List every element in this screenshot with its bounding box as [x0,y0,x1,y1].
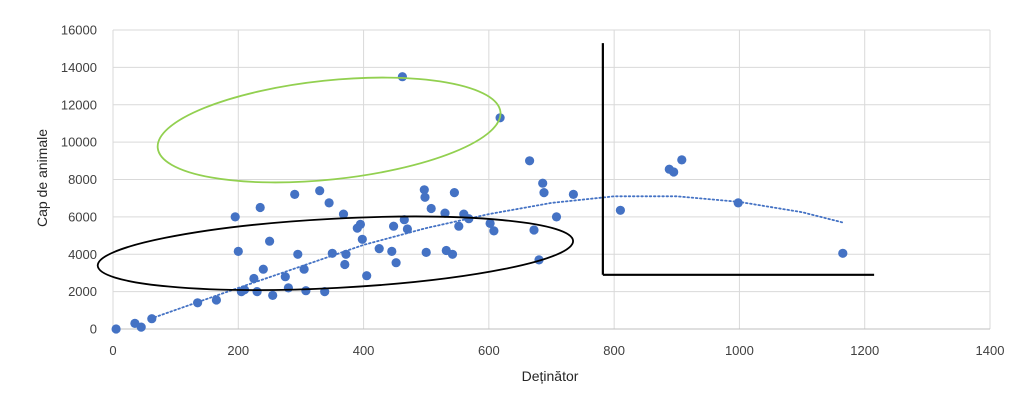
x-tick-label-0: 0 [109,343,116,358]
data-point-15 [268,290,278,300]
data-point-27 [340,259,350,270]
data-point-24 [324,198,334,208]
tick-label-layer: 0 2000 4000 6000 8000 10000 12000 14000 16000 0 20… [61,23,1005,359]
y-axis-title: Cap de animale [34,129,50,227]
data-point-52 [489,226,499,236]
x-tick-label-2: 400 [353,343,375,358]
data-point-65 [733,198,743,208]
data-point-3 [147,314,157,324]
trendline-layer [149,195,844,320]
data-point-22 [315,186,325,196]
data-point-20 [299,264,309,274]
data-point-42 [421,247,431,257]
data-point-28 [341,249,351,259]
y-tick-label-8: 16000 [61,23,97,38]
annotation-ellipse-1 [96,215,574,291]
data-point-0 [111,324,121,334]
data-point-6 [230,212,240,222]
data-point-41 [420,192,430,202]
data-point-30 [355,219,365,229]
data-point-19 [293,249,303,259]
x-tick-label-3: 600 [478,343,500,358]
data-point-26 [338,209,349,219]
data-point-66 [838,248,848,258]
y-tick-label-4: 8000 [68,172,97,187]
data-point-64 [677,155,687,165]
data-point-13 [258,264,268,274]
data-point-59 [551,212,562,222]
y-tick-label-2: 4000 [68,247,97,262]
data-point-5 [211,295,221,305]
data-point-34 [387,246,397,256]
data-point-57 [538,178,548,188]
data-point-2 [136,322,146,332]
data-point-35 [389,221,399,231]
data-point-16 [280,272,290,282]
data-point-33 [374,244,384,254]
x-tick-label-1: 200 [227,343,249,358]
data-point-61 [615,205,626,215]
annotation-layer [96,43,875,291]
data-point-58 [539,188,549,198]
x-tick-label-5: 1000 [725,343,754,358]
data-point-44 [440,208,450,218]
data-point-layer [111,72,848,334]
y-tick-label-7: 14000 [61,60,97,75]
y-tick-label-6: 12000 [61,97,97,112]
data-point-18 [290,189,300,199]
x-tick-label-7: 1400 [976,343,1005,358]
data-point-60 [568,189,579,199]
x-tick-label-6: 1200 [850,343,879,358]
y-tick-label-5: 10000 [61,135,97,150]
y-tick-label-1: 2000 [68,284,97,299]
data-point-50 [464,214,474,224]
data-point-51 [485,218,495,228]
data-point-43 [426,203,436,214]
data-point-55 [529,225,539,235]
data-point-47 [449,188,459,198]
y-tick-label-0: 0 [90,322,97,337]
data-point-25 [327,248,337,258]
data-point-48 [454,221,464,231]
x-axis-title: Deținător [522,368,579,384]
data-point-4 [193,298,203,308]
annotation-ellipse-0 [156,76,502,184]
data-point-12 [255,202,265,213]
data-point-40 [419,185,429,195]
data-point-7 [233,246,243,256]
data-point-63 [669,167,679,177]
y-tick-label-3: 6000 [68,209,97,224]
data-point-11 [252,287,262,297]
data-point-21 [301,286,311,296]
trendline [149,195,844,320]
data-point-54 [525,156,535,166]
data-point-14 [265,236,275,246]
grid-layer [113,29,991,329]
data-point-32 [362,271,372,281]
x-tick-label-4: 800 [603,343,625,358]
data-point-39 [402,224,412,234]
data-point-10 [249,273,259,284]
data-point-37 [397,72,407,82]
data-point-31 [357,234,367,244]
axis-layer [112,30,990,330]
data-point-36 [391,258,401,268]
data-point-17 [283,283,293,293]
data-point-46 [447,249,458,259]
